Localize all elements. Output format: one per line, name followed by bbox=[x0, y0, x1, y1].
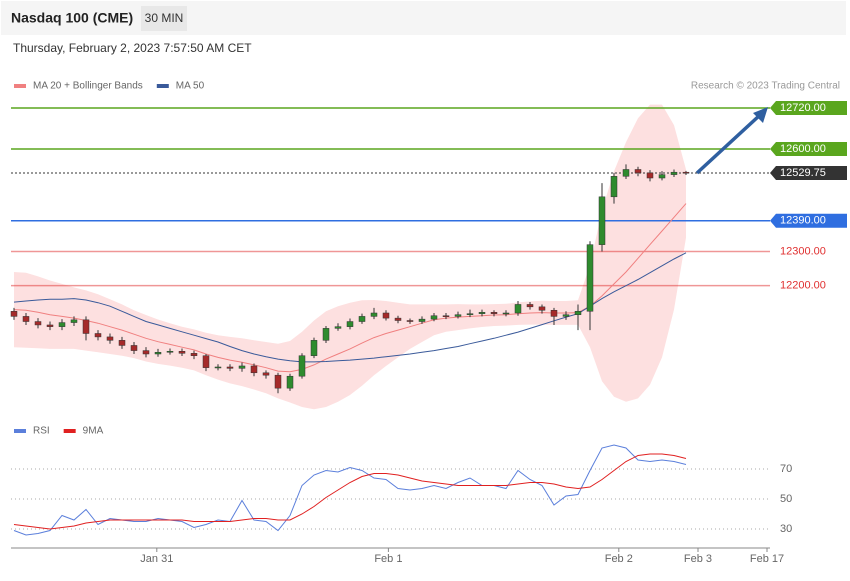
candle-body bbox=[502, 312, 510, 315]
level-label-box bbox=[770, 213, 847, 228]
candle-body bbox=[166, 351, 174, 353]
legend-swatch bbox=[14, 429, 26, 433]
candle-body bbox=[358, 316, 366, 322]
timeframe-box bbox=[141, 6, 187, 31]
copyright: Research © 2023 Trading Central bbox=[691, 81, 840, 92]
level-label-box bbox=[770, 100, 847, 115]
legend-label: MA 20 + Bollinger Bands bbox=[33, 81, 143, 92]
candle-body bbox=[58, 322, 66, 327]
candle-body bbox=[430, 315, 438, 320]
candle-body bbox=[682, 171, 690, 174]
legend-swatch bbox=[63, 429, 76, 433]
candle-body bbox=[490, 312, 498, 314]
ma-line bbox=[13, 252, 687, 363]
candle-body bbox=[190, 353, 198, 356]
level-label-box bbox=[770, 141, 847, 156]
candle-body bbox=[646, 172, 654, 179]
candle-body bbox=[466, 313, 474, 315]
candle-body bbox=[130, 345, 138, 351]
level-label: 12300.00 bbox=[780, 245, 826, 257]
candle-body bbox=[670, 171, 678, 175]
candle-body bbox=[70, 319, 78, 323]
candle-body bbox=[46, 324, 54, 327]
candle-body bbox=[178, 351, 186, 354]
y-tick-label: 70 bbox=[780, 463, 792, 475]
level-label: 12529.75 bbox=[780, 167, 826, 179]
level-label: 12720.00 bbox=[780, 102, 826, 114]
y-tick-label: 50 bbox=[780, 493, 792, 505]
candle-body bbox=[274, 374, 282, 389]
candle-body bbox=[610, 176, 618, 198]
candle-body bbox=[82, 319, 90, 334]
x-tick-label: Feb 17 bbox=[750, 553, 784, 565]
candle-body bbox=[598, 196, 606, 245]
datetime: Thursday, February 2, 2023 7:57:50 AM CE… bbox=[13, 41, 252, 55]
candle-body bbox=[514, 304, 522, 314]
candle-body bbox=[370, 312, 378, 317]
candle-body bbox=[454, 314, 462, 317]
x-tick-label: Feb 1 bbox=[374, 553, 402, 565]
title: Nasdaq 100 (CME) bbox=[11, 10, 133, 26]
x-tick-label: Feb 2 bbox=[605, 553, 633, 565]
candle-body bbox=[34, 321, 42, 326]
x-tick-label: Jan 31 bbox=[140, 553, 173, 565]
ma-line bbox=[13, 203, 687, 373]
candle-body bbox=[226, 366, 234, 369]
candle-body bbox=[406, 320, 414, 322]
candle-body bbox=[574, 311, 582, 315]
candle-body bbox=[382, 312, 390, 319]
legend-label: RSI bbox=[33, 426, 50, 437]
candle-body bbox=[94, 333, 102, 338]
x-tick-label: Feb 3 bbox=[684, 553, 712, 565]
candle-body bbox=[478, 312, 486, 314]
candle-body bbox=[238, 365, 246, 369]
candle-body bbox=[586, 244, 594, 312]
candle-body bbox=[550, 310, 558, 317]
candle-body bbox=[298, 355, 306, 377]
candle-body bbox=[634, 169, 642, 174]
level-label-box bbox=[770, 165, 847, 180]
candle-body bbox=[334, 326, 342, 329]
candle-body bbox=[262, 372, 270, 376]
legend-swatch bbox=[14, 84, 26, 88]
candle-body bbox=[658, 174, 666, 179]
candle-body bbox=[418, 318, 426, 322]
candle-body bbox=[10, 311, 18, 317]
candle-body bbox=[202, 355, 210, 368]
timeframe: 30 MIN bbox=[145, 11, 184, 25]
candle-body bbox=[310, 340, 318, 356]
legend-label: 9MA bbox=[83, 426, 104, 437]
candle-body bbox=[154, 352, 162, 355]
y-tick-label: 30 bbox=[780, 523, 792, 535]
candle-body bbox=[538, 306, 546, 311]
candle-body bbox=[22, 316, 30, 322]
candle-body bbox=[286, 375, 294, 389]
candle-body bbox=[322, 328, 330, 341]
candle-body bbox=[142, 350, 150, 355]
candle-body bbox=[106, 336, 114, 341]
level-label: 12200.00 bbox=[780, 280, 826, 292]
candle-body bbox=[622, 169, 630, 177]
target-arrow bbox=[695, 113, 762, 175]
candle-body bbox=[346, 321, 354, 327]
arrow-head bbox=[753, 107, 768, 123]
candle-body bbox=[214, 366, 222, 369]
rsi-line bbox=[13, 444, 687, 536]
bollinger-band bbox=[14, 104, 686, 410]
rsi-line bbox=[13, 453, 687, 530]
legend-label: MA 50 bbox=[176, 81, 205, 92]
candle-body bbox=[394, 317, 402, 321]
level-label: 12390.00 bbox=[780, 215, 826, 227]
candle-body bbox=[526, 304, 534, 308]
candle-body bbox=[562, 314, 570, 317]
candle-body bbox=[442, 315, 450, 317]
candle-body bbox=[250, 365, 258, 374]
legend-swatch bbox=[156, 84, 169, 88]
level-label: 12600.00 bbox=[780, 143, 826, 155]
candle-body bbox=[118, 340, 126, 346]
